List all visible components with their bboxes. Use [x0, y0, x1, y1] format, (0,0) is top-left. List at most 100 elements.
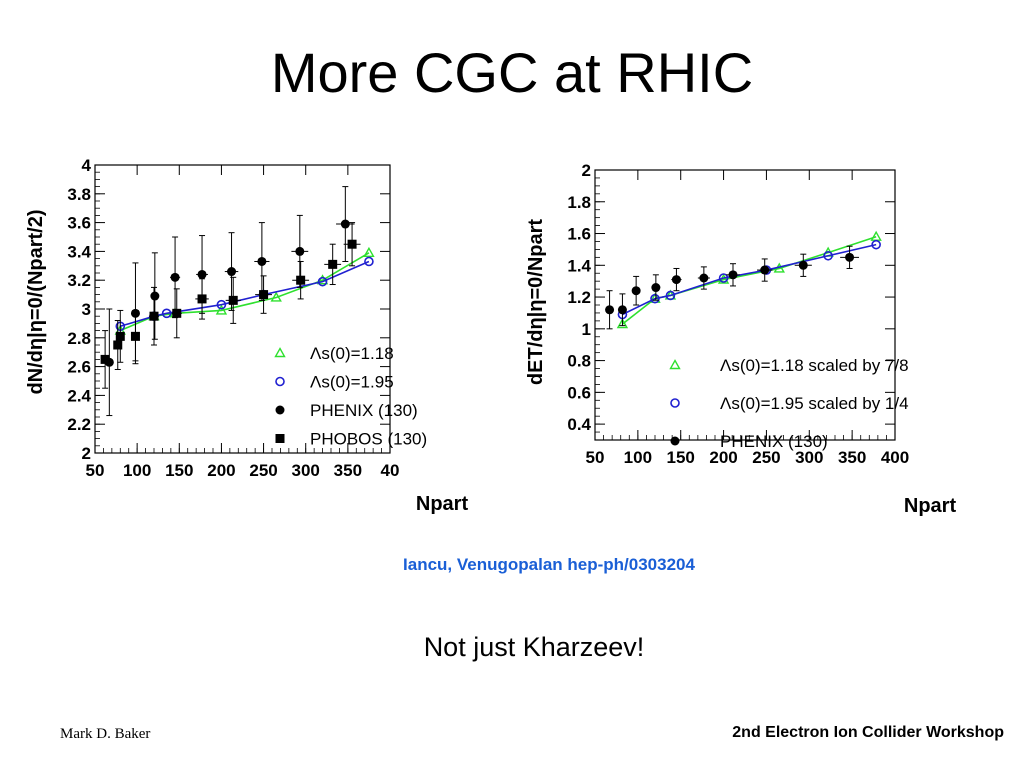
data-point — [216, 299, 227, 310]
x-tick-label: 250 — [752, 448, 780, 467]
x-tick-label: 400 — [881, 448, 909, 467]
legend-marker — [669, 359, 681, 370]
x-axis-label: Npart — [904, 495, 957, 517]
series-2 — [605, 245, 859, 330]
series-line — [622, 243, 877, 316]
x-tick-label: 250 — [249, 461, 277, 480]
subtitle: Not just Kharzeev! — [423, 632, 645, 662]
x-tick-label: 50 — [586, 448, 605, 467]
data-point — [650, 293, 660, 304]
y-tick-label: 2.2 — [67, 415, 91, 434]
y-tick-label: 2.4 — [67, 386, 91, 405]
data-point — [671, 275, 681, 285]
data-point — [845, 252, 855, 262]
data-point — [295, 246, 305, 256]
y-tick-label: 0.4 — [567, 415, 591, 434]
data-point — [270, 291, 282, 302]
y-axis-label: dET/dη|η=0/Npart — [525, 219, 547, 386]
x-tick-label: 300 — [795, 448, 823, 467]
y-tick-label: 1.2 — [567, 288, 591, 307]
y-tick-label: 3.6 — [67, 214, 91, 233]
data-point — [317, 276, 328, 287]
data-point — [665, 290, 676, 301]
legend-marker — [275, 434, 285, 443]
data-point — [631, 286, 641, 296]
y-tick-label: 2.8 — [67, 329, 91, 348]
y-tick-label: 1.4 — [567, 256, 591, 275]
chart-dn-deta: 50 100 150 200 250 300 350 40 2 2.2 2.4 2.6 2.8 3 3.2 3… — [25, 156, 469, 515]
y-tick-label: 1.6 — [567, 225, 591, 244]
data-point — [197, 269, 207, 279]
data-point — [605, 305, 615, 315]
x-axis-label: Npart — [416, 493, 469, 515]
x-tick-label: 200 — [207, 461, 235, 480]
chart-det-deta: 50 100 150 200 250 300 350 400 0.4 0.6 0.8 1 1.2 1.4 1… — [525, 161, 957, 517]
x-tick-label: 50 — [86, 461, 105, 480]
legend-marker — [670, 398, 680, 408]
data-point — [347, 239, 357, 249]
x-tick-label: 150 — [667, 448, 695, 467]
data-point — [100, 354, 110, 364]
data-point — [197, 294, 207, 304]
x-tick-label: 40 — [381, 461, 400, 480]
data-point — [728, 270, 738, 280]
y-tick-label: 1.8 — [567, 193, 591, 212]
slide-title: More CGC at RHIC — [270, 41, 754, 104]
x-tick-label: 100 — [123, 461, 151, 480]
y-tick-label: 0.8 — [567, 352, 591, 371]
footer-event: 2nd Electron Ion Collider Workshop — [732, 724, 1004, 741]
data-point — [364, 256, 374, 267]
data-point — [161, 308, 172, 319]
data-point — [130, 331, 140, 341]
x-tick-label: 350 — [334, 461, 362, 480]
series-3 — [100, 222, 361, 389]
y-axis-label: dN/dη|η=0/(Npart/2) — [25, 209, 47, 394]
series-line — [621, 235, 877, 325]
legend-label: Λs(0)=1.95 scaled by 1/4 — [720, 394, 909, 413]
data-point — [871, 239, 881, 250]
legend-marker — [275, 376, 285, 387]
y-tick-label: 3.8 — [67, 185, 91, 204]
data-point — [760, 265, 770, 275]
y-tick-label: 2 — [82, 444, 91, 463]
y-tick-label: 0.6 — [567, 383, 591, 402]
legend-label: PHENIX (130) — [310, 401, 418, 420]
y-tick-label: 4 — [82, 156, 92, 175]
data-point — [113, 340, 123, 350]
y-tick-label: 1 — [582, 320, 591, 339]
data-point — [340, 219, 350, 229]
legend-marker — [670, 436, 680, 446]
data-point — [170, 272, 180, 282]
data-point — [172, 308, 182, 318]
data-point — [149, 311, 159, 321]
data-point — [215, 304, 228, 315]
legend-label: Λs(0)=1.18 — [310, 344, 394, 363]
x-tick-label: 350 — [838, 448, 866, 467]
footer-author: Mark D. Baker — [60, 726, 151, 742]
series-0 — [616, 230, 882, 329]
data-point — [699, 273, 709, 283]
data-point — [115, 331, 125, 341]
legend-label: PHOBOS (130) — [310, 430, 427, 449]
x-tick-label: 200 — [709, 448, 737, 467]
data-point — [259, 290, 269, 300]
y-tick-label: 3.2 — [67, 271, 91, 290]
data-point — [296, 275, 306, 285]
data-point — [718, 273, 729, 283]
y-tick-label: 2.6 — [67, 358, 91, 377]
legend-marker — [274, 347, 286, 358]
data-point — [798, 260, 808, 270]
data-point — [150, 291, 160, 301]
data-point — [363, 246, 375, 258]
data-point — [328, 259, 338, 269]
x-tick-label: 300 — [292, 461, 320, 480]
series-1 — [617, 239, 881, 320]
y-tick-label: 3 — [82, 300, 91, 319]
data-point — [616, 318, 629, 329]
x-tick-label: 150 — [165, 461, 193, 480]
legend-marker — [275, 405, 285, 415]
data-point — [617, 305, 627, 315]
legend-label: Λs(0)=1.18 scaled by 7/8 — [720, 356, 909, 375]
data-point — [257, 256, 267, 266]
data-point — [870, 230, 882, 241]
